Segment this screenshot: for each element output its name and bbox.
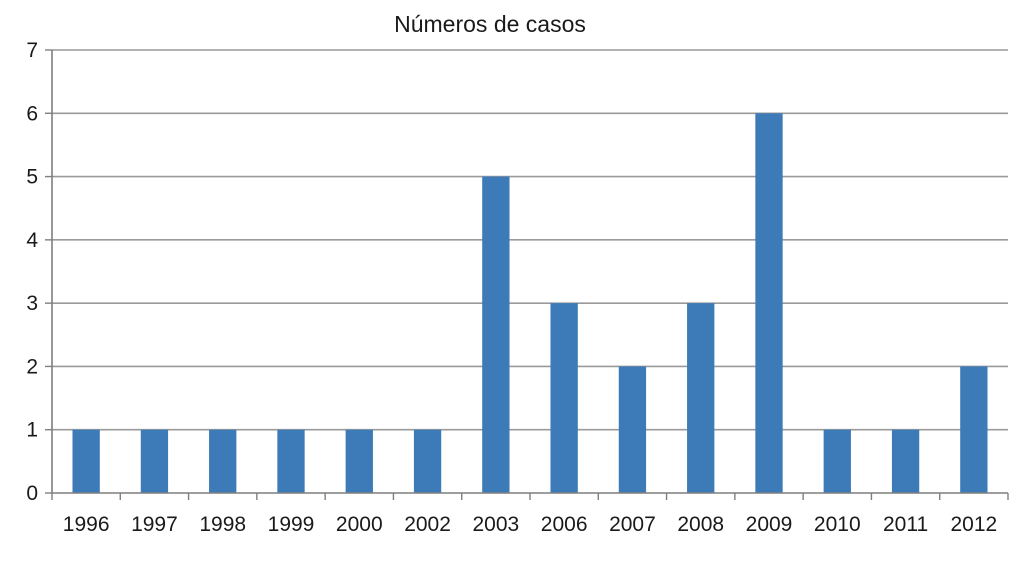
x-tick-label: 2012 <box>950 513 997 536</box>
y-tick-label: 4 <box>26 229 38 252</box>
bar-2007 <box>618 366 647 493</box>
x-tick-label: 1996 <box>63 513 110 536</box>
x-tick-label: 2007 <box>609 513 656 536</box>
bar-1998 <box>209 429 237 493</box>
x-tick-label: 2009 <box>746 513 793 536</box>
x-tick-label: 2010 <box>814 513 861 536</box>
y-tick-label: 6 <box>26 102 38 125</box>
bar-2010 <box>823 429 851 493</box>
y-tick-labels: 0 1 2 3 4 5 6 7 <box>26 39 38 505</box>
x-tick-label: 1997 <box>131 513 178 536</box>
bar-1999 <box>277 429 305 493</box>
bar-2011 <box>891 429 920 493</box>
bar-2009 <box>755 113 783 494</box>
bar-1997 <box>140 429 169 493</box>
x-tick-label: 2008 <box>677 513 724 536</box>
x-tick-label: 1998 <box>199 513 246 536</box>
bar-2002 <box>413 429 442 493</box>
bars <box>72 113 988 494</box>
y-tick-label: 2 <box>26 355 38 378</box>
x-tick-label: 1999 <box>268 513 315 536</box>
y-tick-label: 1 <box>26 419 38 442</box>
gridlines <box>52 49 1008 431</box>
x-tick-label: 2003 <box>472 513 519 536</box>
chart-title: Números de casos <box>394 11 586 37</box>
x-tick-label: 2000 <box>336 513 383 536</box>
y-tick-label: 5 <box>26 166 38 189</box>
y-tick-label: 3 <box>26 292 38 315</box>
bar-2006 <box>550 303 578 493</box>
bar-2008 <box>687 303 715 493</box>
bar-2000 <box>345 429 373 493</box>
x-tick-label: 2006 <box>541 513 588 536</box>
bar-2012 <box>960 366 988 493</box>
x-tick-label: 2011 <box>883 513 928 536</box>
y-tick-label: 0 <box>26 482 38 505</box>
bar-1996 <box>72 429 100 493</box>
axes <box>45 49 1009 500</box>
bar-2003 <box>482 176 510 494</box>
y-tick-label: 7 <box>26 39 38 62</box>
x-tick-labels: 1996 1997 1998 1999 2000 2002 2003 2006 2007 2008… <box>63 513 997 536</box>
x-tick-label: 2002 <box>404 513 451 536</box>
